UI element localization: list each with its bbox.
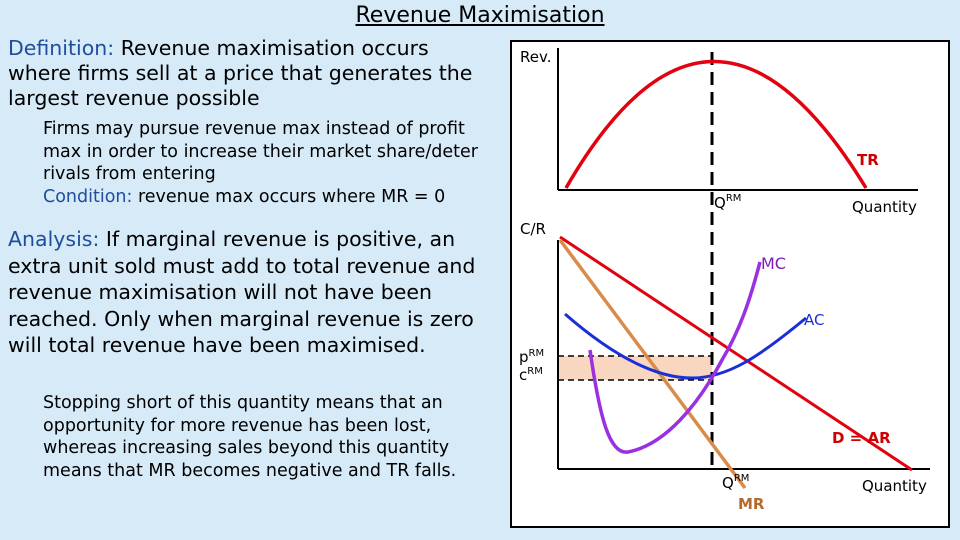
condition-label: Condition: [43,186,133,207]
ac-curve [564,312,807,380]
c-rm-sup: RM [527,366,543,377]
bottom-x-axis-label: Quantity [862,477,927,495]
bottom-q-rm-sup: RM [734,473,750,484]
top-y-axis-label: Rev. [520,48,551,66]
mr-label: MR [738,495,765,513]
p-rm-label: pRM [519,348,544,366]
analysis-body: If marginal revenue is positive, an extr… [8,227,476,357]
mc-curve [588,261,762,454]
definition-label: Definition: [8,36,115,60]
condition-body: revenue max occurs where MR = 0 [132,186,446,207]
bottom-y-axis-label: C/R [520,220,546,238]
stopping-short-note: Stopping short of this quantity means th… [43,393,457,481]
c-rm-letter: c [519,366,527,384]
tr-curve [564,59,868,189]
top-q-rm-sup: RM [726,193,742,204]
definition-text: Definition: Revenue maximisation occurs … [8,36,498,111]
mr-line [558,238,747,490]
demand-ar-label: D = AR [832,429,891,447]
definition-body: Revenue maximisation occurs where firms … [8,36,473,110]
top-q-rm-label: QRM [714,193,741,212]
pursuit-note: Firms may pursue revenue max instead of … [43,118,493,208]
analysis-label: Analysis: [8,227,100,251]
demand-ar-line [559,235,913,472]
analysis-text: Analysis: If marginal revenue is positiv… [8,226,498,359]
top-x-axis-label: Quantity [852,198,917,216]
mc-label: MC [761,254,786,273]
bottom-q-rm-letter: Q [722,474,734,492]
pursuit-text: Firms may pursue revenue max instead of … [43,119,478,184]
c-rm-label: cRM [519,366,543,384]
shaded-profit-area [558,356,712,380]
page-title: Revenue Maximisation [355,3,605,28]
bottom-q-rm-label: QRM [722,473,749,492]
condition-line: Condition: revenue max occurs where MR =… [43,186,493,209]
top-q-rm-letter: Q [714,194,726,212]
tr-label: TR [857,151,879,169]
p-rm-letter: p [519,348,529,366]
p-rm-sup: RM [529,348,545,359]
ac-label: AC [804,311,824,329]
